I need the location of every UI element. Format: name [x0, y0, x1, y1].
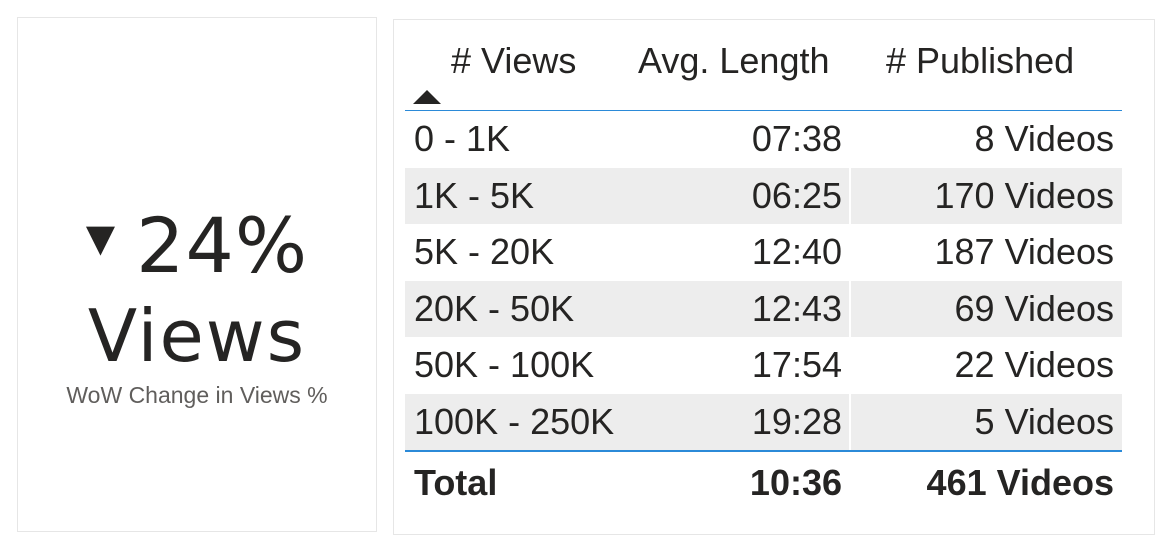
table-row[interactable]: 50K - 100K 17:54 22 Videos	[405, 337, 1122, 394]
table-row[interactable]: 20K - 50K 12:43 69 Videos	[405, 280, 1122, 337]
cell-views: 0 - 1K	[414, 118, 511, 160]
column-separator	[849, 111, 851, 168]
kpi-unit: Views	[87, 294, 307, 378]
column-separator	[849, 337, 851, 394]
kpi-card[interactable]: ▼ 24% Views WoW Change in Views %	[17, 17, 377, 532]
column-separator	[849, 224, 851, 281]
column-header-published[interactable]: # Published	[886, 40, 1075, 81]
table-total-row[interactable]: Total 10:36 461 Videos	[405, 450, 1122, 514]
cell-views: 1K - 5K	[414, 174, 535, 216]
table-row[interactable]: 0 - 1K 07:38 8 Videos	[405, 111, 1122, 168]
cell-avg-length: 12:40	[751, 231, 842, 273]
cell-published: 22 Videos	[954, 344, 1114, 386]
cell-avg-length: 19:28	[751, 400, 842, 442]
total-label: Total	[414, 462, 498, 503]
cell-views: 5K - 20K	[414, 231, 555, 273]
column-separator	[849, 393, 851, 450]
cell-avg-length: 17:54	[751, 344, 842, 386]
cell-avg-length: 12:43	[751, 287, 842, 329]
views-matrix[interactable]: # Views Avg. Length # Published 0 - 1K 0…	[393, 19, 1155, 535]
triangle-down-icon: ▼	[85, 216, 117, 260]
total-avg-length: 10:36	[749, 462, 842, 503]
column-header-avg-length[interactable]: Avg. Length	[638, 40, 830, 81]
cell-published: 187 Videos	[934, 231, 1115, 273]
cell-avg-length: 06:25	[751, 174, 842, 216]
cell-views: 20K - 50K	[414, 287, 575, 329]
table-row[interactable]: 1K - 5K 06:25 170 Videos	[405, 167, 1122, 224]
cell-views: 100K - 250K	[414, 400, 615, 442]
column-separator	[849, 167, 851, 224]
column-header-views[interactable]: # Views	[451, 40, 577, 81]
cell-published: 8 Videos	[974, 118, 1114, 160]
cell-published: 5 Videos	[974, 400, 1114, 442]
cell-views: 50K - 100K	[414, 344, 595, 386]
table-row[interactable]: 100K - 250K 19:28 5 Videos	[405, 393, 1122, 450]
kpi-caption: WoW Change in Views %	[66, 382, 328, 408]
cell-published: 170 Videos	[934, 174, 1115, 216]
kpi-value-line: ▼ 24%	[18, 208, 376, 284]
column-separator	[849, 280, 851, 337]
total-published: 461 Videos	[926, 462, 1114, 503]
kpi-value: 24%	[136, 201, 309, 290]
matrix-header: # Views Avg. Length # Published	[405, 30, 1122, 111]
cell-published: 69 Videos	[954, 287, 1114, 329]
sort-ascending-icon[interactable]	[413, 90, 441, 104]
table-row[interactable]: 5K - 20K 12:40 187 Videos	[405, 224, 1122, 281]
cell-avg-length: 07:38	[751, 118, 842, 160]
